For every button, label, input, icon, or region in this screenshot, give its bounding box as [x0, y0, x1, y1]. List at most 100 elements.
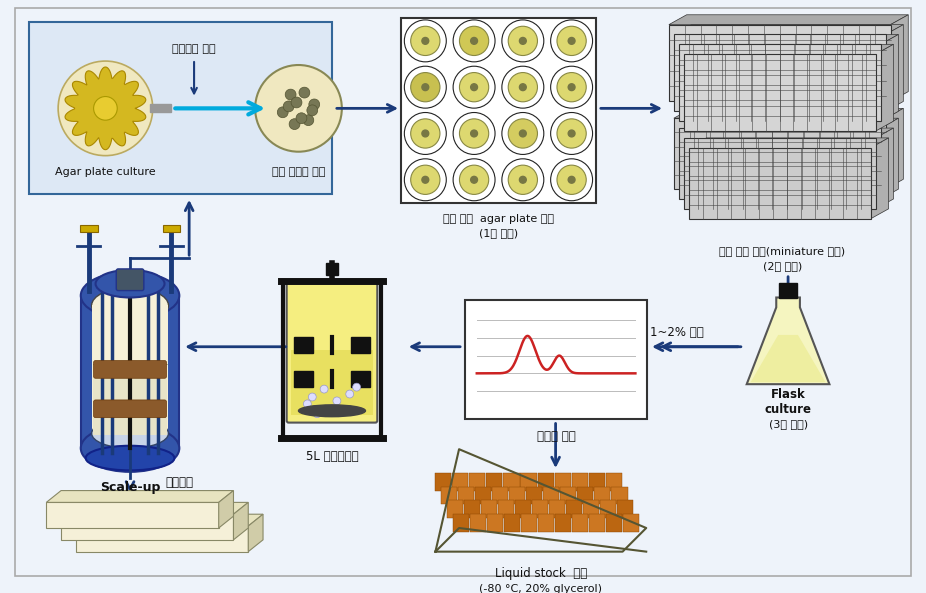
Text: (-80 °C, 20% glycerol): (-80 °C, 20% glycerol) — [480, 584, 602, 593]
Circle shape — [277, 107, 288, 118]
Circle shape — [422, 130, 429, 137]
Polygon shape — [891, 15, 908, 101]
FancyBboxPatch shape — [504, 514, 520, 532]
Text: (2차 선별): (2차 선별) — [762, 261, 802, 271]
Polygon shape — [881, 34, 898, 121]
FancyBboxPatch shape — [453, 473, 469, 490]
Circle shape — [328, 405, 336, 413]
FancyBboxPatch shape — [465, 301, 647, 419]
Circle shape — [470, 130, 478, 137]
FancyBboxPatch shape — [583, 500, 599, 518]
FancyBboxPatch shape — [674, 34, 885, 111]
Circle shape — [519, 130, 526, 137]
Text: 다당체 분석: 다당체 분석 — [537, 430, 575, 443]
FancyBboxPatch shape — [15, 8, 911, 576]
Text: 원형질체 분리: 원형질체 분리 — [172, 44, 216, 54]
FancyBboxPatch shape — [679, 44, 881, 121]
Circle shape — [459, 165, 489, 195]
Polygon shape — [233, 502, 248, 540]
Circle shape — [453, 66, 495, 108]
Polygon shape — [679, 34, 898, 44]
FancyBboxPatch shape — [560, 487, 577, 505]
Circle shape — [453, 113, 495, 154]
Text: 5L 발효기배양: 5L 발효기배양 — [306, 449, 358, 463]
Polygon shape — [669, 15, 908, 25]
FancyBboxPatch shape — [351, 371, 370, 387]
FancyBboxPatch shape — [464, 500, 481, 518]
Circle shape — [508, 165, 537, 195]
Polygon shape — [870, 138, 889, 219]
Text: Liquid stock  보관: Liquid stock 보관 — [494, 567, 587, 580]
Circle shape — [320, 385, 328, 393]
FancyBboxPatch shape — [537, 473, 554, 490]
FancyBboxPatch shape — [607, 514, 622, 532]
Polygon shape — [751, 335, 825, 382]
Circle shape — [519, 37, 526, 44]
FancyBboxPatch shape — [674, 118, 885, 189]
Circle shape — [303, 115, 314, 126]
Circle shape — [307, 105, 318, 116]
Circle shape — [308, 393, 316, 401]
FancyBboxPatch shape — [447, 500, 463, 518]
FancyBboxPatch shape — [571, 473, 588, 490]
Circle shape — [569, 176, 575, 183]
FancyBboxPatch shape — [294, 371, 313, 387]
Circle shape — [58, 61, 153, 155]
Polygon shape — [674, 109, 904, 118]
Circle shape — [353, 383, 360, 391]
Circle shape — [405, 113, 446, 154]
FancyBboxPatch shape — [482, 500, 497, 518]
FancyBboxPatch shape — [572, 514, 588, 532]
FancyBboxPatch shape — [291, 350, 373, 415]
Circle shape — [502, 66, 544, 108]
Text: 단일 균주 배양(miniature 배양): 단일 균주 배양(miniature 배양) — [720, 246, 845, 256]
Circle shape — [453, 159, 495, 201]
Text: Flask
culture: Flask culture — [765, 388, 811, 416]
Circle shape — [569, 130, 575, 137]
FancyBboxPatch shape — [163, 225, 181, 232]
FancyBboxPatch shape — [683, 138, 876, 209]
FancyBboxPatch shape — [526, 487, 543, 505]
Text: Agar plate culture: Agar plate culture — [56, 167, 156, 177]
Polygon shape — [689, 138, 889, 148]
FancyBboxPatch shape — [589, 473, 605, 490]
FancyBboxPatch shape — [544, 487, 559, 505]
Polygon shape — [683, 128, 894, 138]
FancyBboxPatch shape — [521, 514, 537, 532]
Circle shape — [345, 390, 354, 398]
FancyBboxPatch shape — [486, 473, 503, 490]
Circle shape — [422, 84, 429, 91]
Circle shape — [411, 72, 440, 102]
Circle shape — [309, 99, 319, 110]
Circle shape — [453, 20, 495, 62]
FancyBboxPatch shape — [61, 514, 233, 540]
Circle shape — [291, 97, 302, 108]
FancyBboxPatch shape — [618, 500, 633, 518]
FancyBboxPatch shape — [520, 473, 536, 490]
Circle shape — [304, 400, 311, 408]
Text: (3차 선별): (3차 선별) — [769, 419, 807, 429]
FancyBboxPatch shape — [435, 473, 452, 490]
Circle shape — [256, 65, 342, 152]
Ellipse shape — [81, 272, 180, 319]
Circle shape — [405, 159, 446, 201]
Polygon shape — [881, 118, 898, 199]
FancyBboxPatch shape — [578, 487, 594, 505]
Circle shape — [502, 159, 544, 201]
Circle shape — [411, 165, 440, 195]
FancyBboxPatch shape — [567, 500, 582, 518]
Ellipse shape — [298, 405, 366, 417]
Circle shape — [519, 84, 526, 91]
Ellipse shape — [86, 446, 174, 470]
FancyBboxPatch shape — [689, 148, 870, 219]
Circle shape — [557, 119, 586, 148]
FancyBboxPatch shape — [623, 514, 639, 532]
Circle shape — [289, 119, 300, 129]
Ellipse shape — [92, 419, 169, 448]
Text: Scale-up: Scale-up — [100, 481, 160, 494]
FancyBboxPatch shape — [94, 400, 167, 417]
Polygon shape — [683, 44, 894, 54]
FancyBboxPatch shape — [515, 500, 532, 518]
FancyBboxPatch shape — [29, 22, 332, 194]
Circle shape — [296, 113, 307, 123]
